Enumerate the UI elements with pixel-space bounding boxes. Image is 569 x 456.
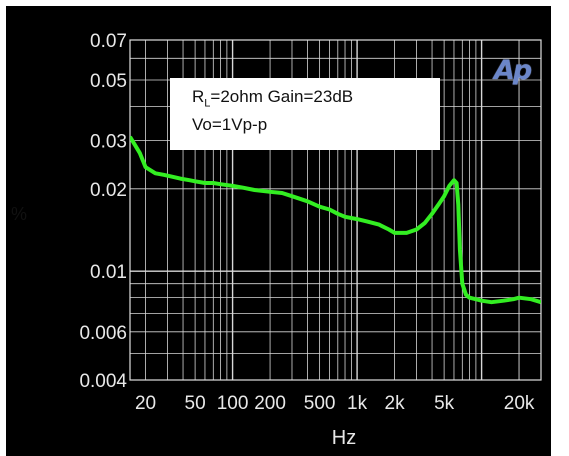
y-tick-label: 0.01 — [90, 262, 127, 283]
annotation-line-1-text: =2ohm Gain=23dB — [210, 87, 354, 106]
x-tick-label: 5k — [434, 393, 455, 414]
x-tick-label: 1k — [347, 393, 368, 414]
y-tick-label: 0.004 — [79, 371, 127, 392]
plot-frame — [129, 39, 542, 381]
x-tick-label: 20 — [135, 393, 156, 414]
y-tick-label: 0.05 — [90, 71, 127, 92]
annotation-line-1: RL=2ohm Gain=23dB — [192, 86, 440, 114]
x-tick-label: 200 — [254, 393, 286, 414]
x-tick-label: 100 — [217, 393, 249, 414]
series-line — [130, 135, 541, 305]
x-tick-labels: 20 50 100 200 500 1k 2k 5k 20k — [135, 393, 535, 414]
y-axis-label: % — [11, 204, 28, 224]
annotation-line-2: Vo=1Vp-p — [192, 115, 268, 135]
y-tick-label: 0.03 — [90, 132, 127, 153]
y-tick-label: 0.07 — [90, 31, 127, 52]
x-tick-label: 500 — [304, 393, 336, 414]
x-tick-label: 50 — [185, 393, 206, 414]
ap-logo: Ap — [494, 55, 532, 86]
y-tick-label: 0.02 — [90, 180, 127, 201]
x-axis-label: Hz — [332, 427, 356, 449]
annotation-box: RL=2ohm Gain=23dB Vo=1Vp-p — [170, 78, 440, 150]
series-lines — [130, 135, 541, 305]
y-tick-label: 0.006 — [79, 323, 127, 344]
x-tick-label: 20k — [504, 393, 535, 414]
x-tick-label: 2k — [385, 393, 406, 414]
annotation-r: R — [192, 87, 205, 106]
y-tick-labels: 0.07 0.05 0.03 0.02 0.01 0.006 0.004 — [79, 31, 127, 392]
annotation-r-subscript: L — [204, 97, 211, 110]
